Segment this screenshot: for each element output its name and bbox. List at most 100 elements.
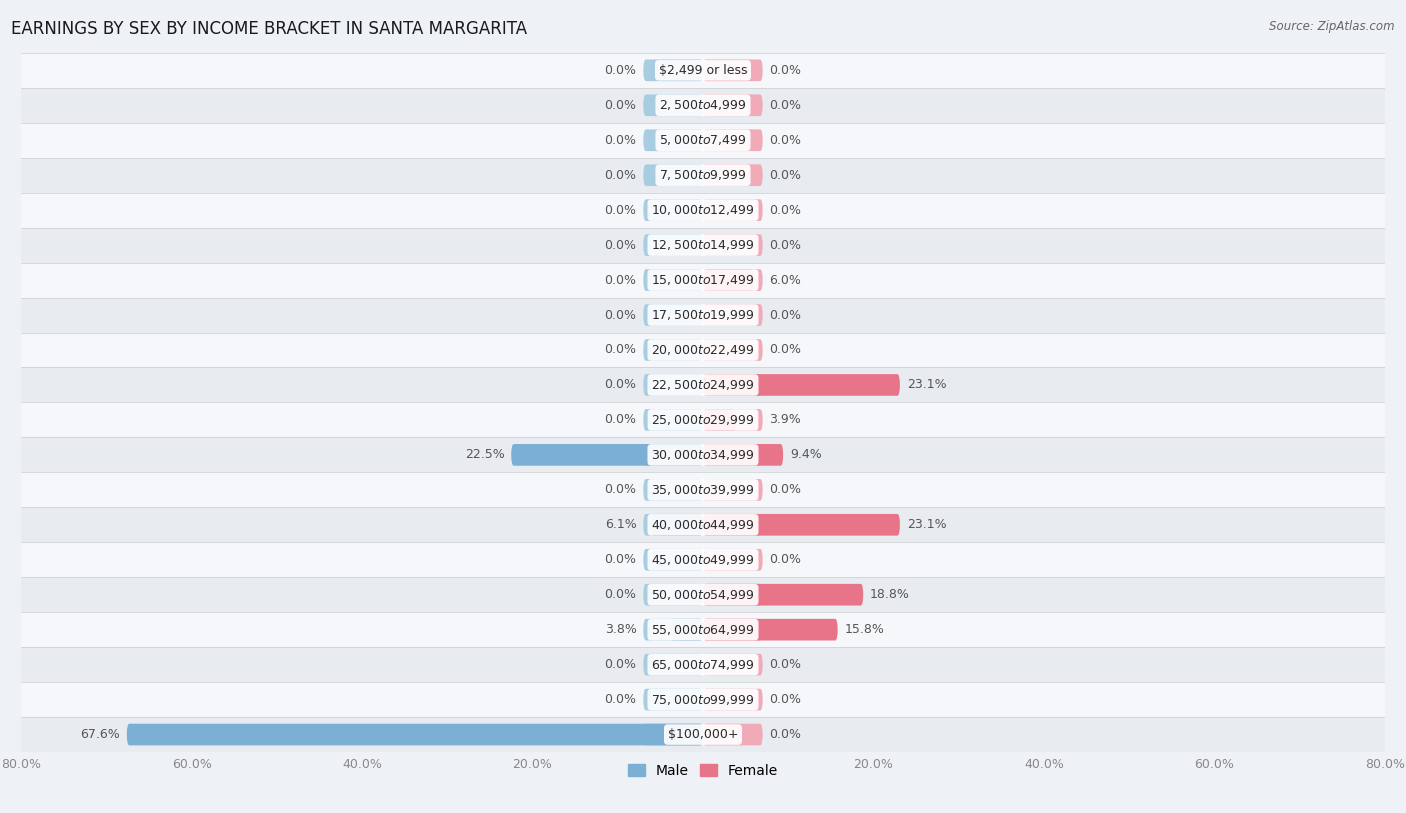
Text: 9.4%: 9.4% xyxy=(790,449,821,461)
Bar xyxy=(21,612,1385,647)
FancyBboxPatch shape xyxy=(644,164,703,186)
Text: $12,500 to $14,999: $12,500 to $14,999 xyxy=(651,238,755,252)
FancyBboxPatch shape xyxy=(703,654,762,676)
Text: 67.6%: 67.6% xyxy=(80,728,120,741)
Text: 0.0%: 0.0% xyxy=(769,309,801,321)
Text: $2,499 or less: $2,499 or less xyxy=(659,64,747,76)
Text: 23.1%: 23.1% xyxy=(907,379,946,391)
FancyBboxPatch shape xyxy=(644,409,703,431)
FancyBboxPatch shape xyxy=(644,374,703,396)
Text: 0.0%: 0.0% xyxy=(605,169,637,181)
Text: $5,000 to $7,499: $5,000 to $7,499 xyxy=(659,133,747,147)
Text: 0.0%: 0.0% xyxy=(605,693,637,706)
FancyBboxPatch shape xyxy=(644,339,703,361)
FancyBboxPatch shape xyxy=(651,514,703,536)
FancyBboxPatch shape xyxy=(703,269,762,291)
FancyBboxPatch shape xyxy=(703,409,762,431)
Text: 15.8%: 15.8% xyxy=(845,624,884,636)
FancyBboxPatch shape xyxy=(703,374,762,396)
FancyBboxPatch shape xyxy=(644,549,703,571)
FancyBboxPatch shape xyxy=(644,199,703,221)
Text: 23.1%: 23.1% xyxy=(907,519,946,531)
Text: 0.0%: 0.0% xyxy=(605,204,637,216)
Text: 0.0%: 0.0% xyxy=(769,99,801,111)
FancyBboxPatch shape xyxy=(644,269,703,291)
FancyBboxPatch shape xyxy=(703,199,762,221)
Text: 0.0%: 0.0% xyxy=(605,414,637,426)
Text: $45,000 to $49,999: $45,000 to $49,999 xyxy=(651,553,755,567)
Bar xyxy=(21,507,1385,542)
Text: 0.0%: 0.0% xyxy=(769,134,801,146)
FancyBboxPatch shape xyxy=(703,374,900,396)
Text: 0.0%: 0.0% xyxy=(769,484,801,496)
Text: 0.0%: 0.0% xyxy=(769,693,801,706)
Text: 0.0%: 0.0% xyxy=(605,344,637,356)
FancyBboxPatch shape xyxy=(703,129,762,151)
FancyBboxPatch shape xyxy=(703,619,762,641)
FancyBboxPatch shape xyxy=(644,59,703,81)
FancyBboxPatch shape xyxy=(644,654,703,676)
FancyBboxPatch shape xyxy=(644,94,703,116)
FancyBboxPatch shape xyxy=(703,584,762,606)
Bar xyxy=(21,367,1385,402)
FancyBboxPatch shape xyxy=(644,584,703,606)
FancyBboxPatch shape xyxy=(703,339,762,361)
Bar xyxy=(21,263,1385,298)
Text: 0.0%: 0.0% xyxy=(769,554,801,566)
Bar xyxy=(21,158,1385,193)
Text: $10,000 to $12,499: $10,000 to $12,499 xyxy=(651,203,755,217)
FancyBboxPatch shape xyxy=(703,689,762,711)
Text: 0.0%: 0.0% xyxy=(605,239,637,251)
FancyBboxPatch shape xyxy=(127,724,703,746)
FancyBboxPatch shape xyxy=(703,269,754,291)
Text: 0.0%: 0.0% xyxy=(605,554,637,566)
FancyBboxPatch shape xyxy=(703,549,762,571)
Text: 0.0%: 0.0% xyxy=(769,204,801,216)
FancyBboxPatch shape xyxy=(703,514,900,536)
FancyBboxPatch shape xyxy=(703,59,762,81)
Text: $100,000+: $100,000+ xyxy=(668,728,738,741)
FancyBboxPatch shape xyxy=(703,479,762,501)
Text: 0.0%: 0.0% xyxy=(605,134,637,146)
Text: 0.0%: 0.0% xyxy=(769,239,801,251)
Text: EARNINGS BY SEX BY INCOME BRACKET IN SANTA MARGARITA: EARNINGS BY SEX BY INCOME BRACKET IN SAN… xyxy=(11,20,527,38)
Bar xyxy=(21,53,1385,88)
FancyBboxPatch shape xyxy=(703,94,762,116)
FancyBboxPatch shape xyxy=(644,689,703,711)
Bar xyxy=(21,647,1385,682)
Bar xyxy=(21,88,1385,123)
FancyBboxPatch shape xyxy=(703,304,762,326)
Bar xyxy=(21,193,1385,228)
Text: $55,000 to $64,999: $55,000 to $64,999 xyxy=(651,623,755,637)
Text: 3.8%: 3.8% xyxy=(605,624,637,636)
Text: Source: ZipAtlas.com: Source: ZipAtlas.com xyxy=(1270,20,1395,33)
FancyBboxPatch shape xyxy=(703,619,838,641)
Text: 0.0%: 0.0% xyxy=(769,728,801,741)
Bar xyxy=(21,298,1385,333)
Text: $30,000 to $34,999: $30,000 to $34,999 xyxy=(651,448,755,462)
FancyBboxPatch shape xyxy=(703,724,762,746)
Text: 22.5%: 22.5% xyxy=(464,449,505,461)
FancyBboxPatch shape xyxy=(703,444,783,466)
Bar xyxy=(21,682,1385,717)
FancyBboxPatch shape xyxy=(644,129,703,151)
FancyBboxPatch shape xyxy=(644,619,703,641)
Text: $22,500 to $24,999: $22,500 to $24,999 xyxy=(651,378,755,392)
Text: 0.0%: 0.0% xyxy=(605,99,637,111)
Text: 0.0%: 0.0% xyxy=(605,274,637,286)
Text: 3.9%: 3.9% xyxy=(769,414,801,426)
Legend: Male, Female: Male, Female xyxy=(623,759,783,784)
FancyBboxPatch shape xyxy=(703,409,737,431)
Text: 0.0%: 0.0% xyxy=(769,64,801,76)
Text: 0.0%: 0.0% xyxy=(605,309,637,321)
Bar xyxy=(21,333,1385,367)
Bar xyxy=(21,472,1385,507)
Text: $40,000 to $44,999: $40,000 to $44,999 xyxy=(651,518,755,532)
Text: $7,500 to $9,999: $7,500 to $9,999 xyxy=(659,168,747,182)
FancyBboxPatch shape xyxy=(703,444,762,466)
Text: $25,000 to $29,999: $25,000 to $29,999 xyxy=(651,413,755,427)
FancyBboxPatch shape xyxy=(644,514,703,536)
FancyBboxPatch shape xyxy=(644,479,703,501)
FancyBboxPatch shape xyxy=(703,234,762,256)
Text: $15,000 to $17,499: $15,000 to $17,499 xyxy=(651,273,755,287)
